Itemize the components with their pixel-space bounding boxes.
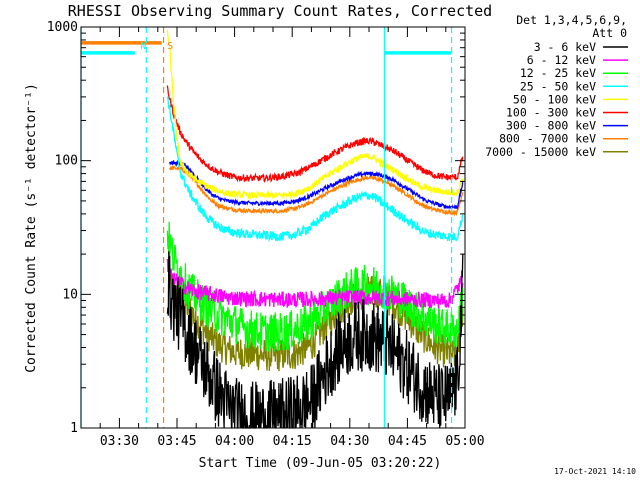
y-tick-label: 100 — [55, 154, 78, 169]
series-6-12-kev — [166, 258, 464, 309]
y-tick-label: 1000 — [47, 20, 78, 35]
legend-label-100-300-kev: 100 - 300 keV — [506, 106, 596, 120]
y-tick-label: 1 — [70, 421, 78, 436]
marker-n: N — [140, 41, 146, 52]
y-axis: 1 10 100 1000 — [47, 20, 465, 436]
x-tick-label: 04:30 — [330, 434, 369, 449]
legend-label-3-6-kev: 3 - 6 keV — [534, 40, 596, 54]
series-100-300-kev — [166, 85, 464, 183]
plot-series — [166, 29, 464, 429]
series-50-100-kev — [166, 29, 464, 201]
x-tick-label: 04:15 — [273, 434, 312, 449]
series-800-7000-kev — [168, 164, 464, 217]
legend-label-25-50-kev: 25 - 50 keV — [520, 79, 596, 93]
legend-header-line-1: Det 1,3,4,5,6,9, — [516, 13, 627, 27]
x-tick-label: 05:00 — [445, 434, 484, 449]
legend-label-800-7000-kev: 800 - 7000 keV — [499, 132, 596, 146]
series-7000-15000-kev — [168, 268, 464, 372]
x-tick-label: 04:45 — [388, 434, 427, 449]
legend-label-7000-15000-kev: 7000 - 15000 keV — [485, 145, 596, 159]
legend-label-6-12-kev: 6 - 12 keV — [527, 53, 596, 67]
legend-header-line-2: Att 0 — [592, 26, 627, 40]
y-tick-label: 10 — [62, 287, 78, 302]
x-tick-label: 03:30 — [100, 434, 139, 449]
legend-label-50-100-kev: 50 - 100 keV — [513, 92, 596, 106]
x-tick-label: 03:45 — [157, 434, 196, 449]
x-axis-label: Start Time (09-Jun-05 03:20:22) — [199, 456, 442, 471]
footer-timestamp: 17-Oct-2021 14:10 — [554, 467, 636, 476]
chart-title: RHESSI Observing Summary Count Rates, Co… — [68, 2, 492, 20]
series-300-800-kev — [168, 159, 464, 211]
legend-label-300-800-kev: 300 - 800 keV — [506, 119, 596, 133]
y-axis-label: Corrected Count Rate (s⁻¹ detector⁻¹) — [24, 83, 39, 373]
marker-s: S — [167, 41, 173, 52]
series-25-50-kev — [166, 96, 464, 243]
x-tick-label: 04:00 — [215, 434, 254, 449]
legend-label-12-25-kev: 12 - 25 keV — [520, 66, 596, 80]
series-3-6-kev — [166, 251, 464, 429]
x-axis: 03:30 03:45 04:00 04:15 04:30 04:45 05:00 — [80, 27, 485, 449]
